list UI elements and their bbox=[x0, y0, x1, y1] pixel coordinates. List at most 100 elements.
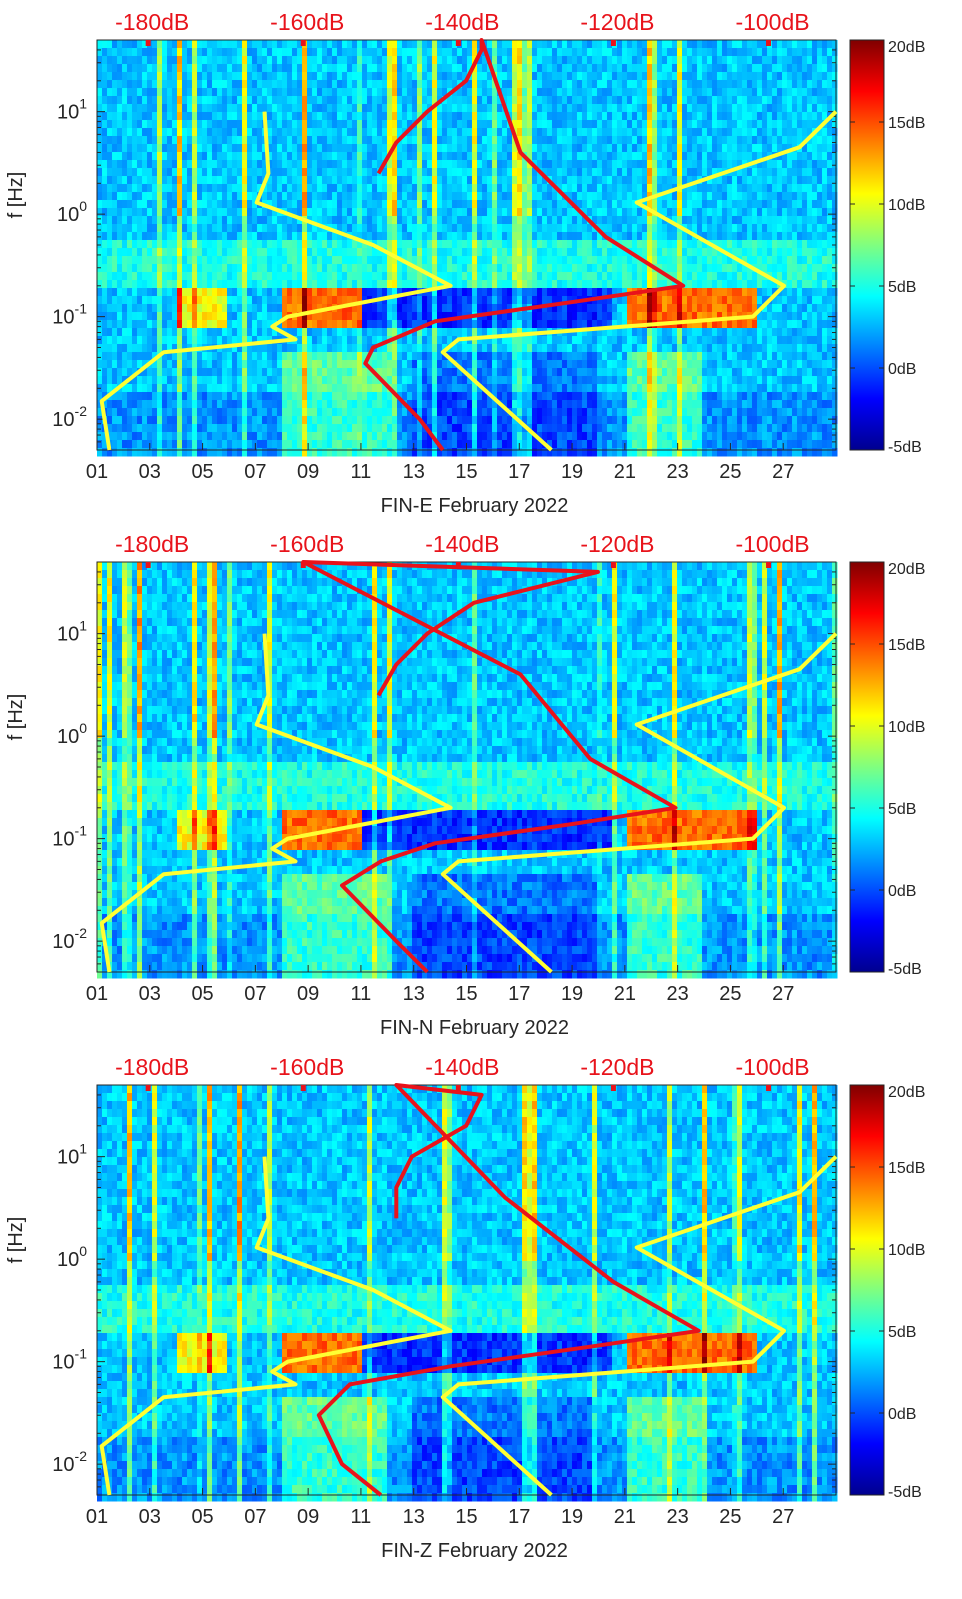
heatmap-cell bbox=[452, 264, 458, 273]
heatmap-cell bbox=[812, 184, 818, 193]
heatmap-cell bbox=[242, 296, 248, 305]
heatmap-cell bbox=[277, 152, 283, 161]
heatmap-cell bbox=[327, 272, 333, 281]
heatmap-cell bbox=[657, 112, 663, 121]
heatmap-cell bbox=[662, 152, 668, 161]
heatmap-cell bbox=[437, 280, 443, 289]
heatmap-cell bbox=[807, 200, 813, 209]
heatmap-cell bbox=[267, 272, 273, 281]
heatmap-cell bbox=[757, 272, 763, 281]
heatmap-cell bbox=[592, 152, 598, 161]
heatmap-cell bbox=[812, 264, 818, 273]
heatmap-cell bbox=[562, 288, 568, 297]
heatmap-cell bbox=[707, 128, 713, 137]
heatmap-cell bbox=[222, 104, 228, 113]
heatmap-cell bbox=[182, 288, 188, 297]
heatmap-cell bbox=[497, 168, 503, 177]
heatmap-cell bbox=[302, 304, 308, 313]
heatmap-cell bbox=[172, 72, 178, 81]
heatmap-cell bbox=[227, 192, 233, 201]
heatmap-cell bbox=[797, 80, 803, 89]
heatmap-cell bbox=[807, 264, 813, 273]
heatmap-cell bbox=[262, 160, 268, 169]
heatmap-cell bbox=[502, 152, 508, 161]
heatmap-cell bbox=[447, 288, 453, 297]
heatmap-cell bbox=[617, 216, 623, 225]
heatmap-cell bbox=[362, 232, 368, 241]
heatmap-cell bbox=[267, 40, 273, 49]
heatmap-cell bbox=[397, 128, 403, 137]
heatmap-cell bbox=[202, 216, 208, 225]
heatmap-cell bbox=[117, 208, 123, 217]
heatmap-cell bbox=[217, 216, 223, 225]
heatmap-cell bbox=[252, 160, 258, 169]
heatmap-cell bbox=[647, 200, 653, 209]
heatmap-cell bbox=[477, 280, 483, 289]
heatmap-cell bbox=[407, 120, 413, 129]
heatmap-cell bbox=[422, 152, 428, 161]
heatmap-cell bbox=[352, 256, 358, 265]
heatmap-cell bbox=[152, 224, 158, 233]
heatmap-cell bbox=[702, 192, 708, 201]
heatmap-cell bbox=[607, 304, 613, 313]
heatmap-cell bbox=[492, 272, 498, 281]
heatmap-cell bbox=[812, 72, 818, 81]
heatmap-cell bbox=[202, 136, 208, 145]
heatmap-cell bbox=[822, 208, 828, 217]
heatmap-cell bbox=[747, 72, 753, 81]
heatmap-cell bbox=[647, 184, 653, 193]
heatmap-cell bbox=[592, 256, 598, 265]
heatmap-cell bbox=[147, 112, 153, 121]
heatmap-cell bbox=[772, 104, 778, 113]
heatmap-cell bbox=[637, 72, 643, 81]
heatmap-cell bbox=[562, 240, 568, 249]
heatmap-cell bbox=[307, 64, 313, 73]
heatmap-cell bbox=[277, 104, 283, 113]
heatmap-cell bbox=[372, 200, 378, 209]
heatmap-cell bbox=[232, 168, 238, 177]
heatmap-cell bbox=[262, 144, 268, 153]
heatmap-cell bbox=[632, 120, 638, 129]
heatmap-cell bbox=[707, 96, 713, 105]
heatmap-cell bbox=[137, 232, 143, 241]
heatmap-cell bbox=[342, 248, 348, 257]
heatmap-cell bbox=[667, 224, 673, 233]
heatmap-cell bbox=[227, 152, 233, 161]
heatmap-cell bbox=[652, 232, 658, 241]
heatmap-cell bbox=[627, 272, 633, 281]
heatmap-cell bbox=[492, 48, 498, 57]
heatmap-cell bbox=[422, 176, 428, 185]
heatmap-cell bbox=[157, 248, 163, 257]
heatmap-cell bbox=[562, 272, 568, 281]
heatmap-cell bbox=[382, 224, 388, 233]
heatmap-cell bbox=[477, 144, 483, 153]
heatmap-cell bbox=[467, 168, 473, 177]
heatmap-cell bbox=[432, 160, 438, 169]
heatmap-cell bbox=[792, 160, 798, 169]
heatmap-cell bbox=[292, 280, 298, 289]
heatmap-cell bbox=[367, 56, 373, 65]
heatmap-cell bbox=[137, 216, 143, 225]
heatmap-cell bbox=[587, 256, 593, 265]
heatmap-cell bbox=[322, 48, 328, 57]
heatmap-cell bbox=[347, 248, 353, 257]
heatmap-cell bbox=[642, 40, 648, 49]
heatmap-cell bbox=[172, 168, 178, 177]
heatmap-cell bbox=[717, 192, 723, 201]
heatmap-cell bbox=[377, 232, 383, 241]
heatmap-cell bbox=[712, 224, 718, 233]
heatmap-cell bbox=[787, 160, 793, 169]
heatmap-cell bbox=[662, 144, 668, 153]
heatmap-cell bbox=[352, 184, 358, 193]
heatmap-cell bbox=[812, 232, 818, 241]
heatmap-cell bbox=[362, 104, 368, 113]
heatmap-cell bbox=[317, 224, 323, 233]
heatmap-cell bbox=[332, 296, 338, 305]
heatmap-cell bbox=[167, 296, 173, 305]
heatmap-cell bbox=[607, 112, 613, 121]
heatmap-cell bbox=[267, 240, 273, 249]
heatmap-cell bbox=[447, 104, 453, 113]
heatmap-cell bbox=[302, 288, 308, 297]
heatmap-cell bbox=[337, 248, 343, 257]
heatmap-cell bbox=[657, 144, 663, 153]
